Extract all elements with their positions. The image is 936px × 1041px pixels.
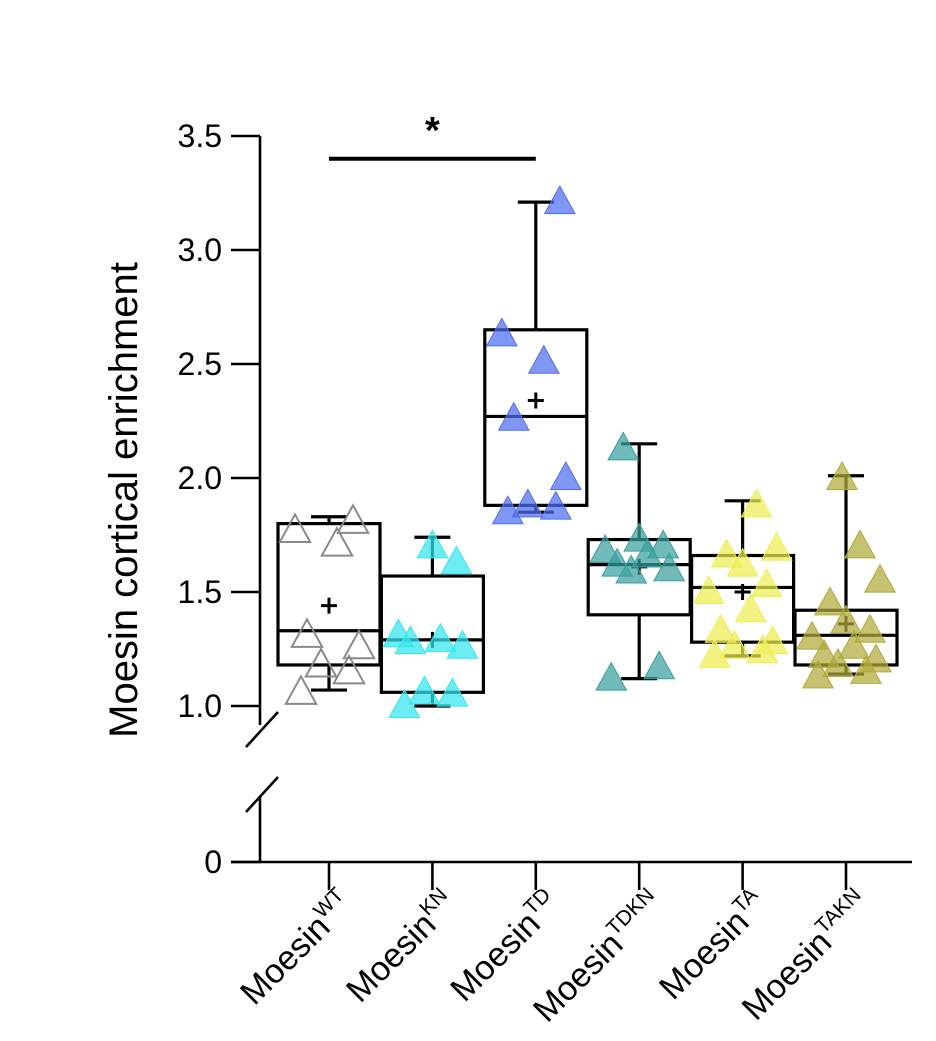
- y-tick-label: 1.0: [178, 688, 222, 724]
- data-point: [440, 545, 473, 575]
- data-point: [740, 488, 773, 518]
- y-tick-label: 3.0: [178, 232, 222, 268]
- data-point: [825, 460, 859, 491]
- data-point: [589, 533, 622, 563]
- data-point: [750, 568, 783, 598]
- y-ticks: 3.5 3.0 2.5 2.0 1.5 1.0 0: [178, 118, 260, 880]
- data-point: [527, 344, 560, 374]
- data-point: [382, 618, 415, 648]
- y-tick-label: 0: [204, 844, 222, 880]
- data-point: [710, 538, 743, 568]
- category-label-base: Moesin: [339, 905, 443, 1009]
- data-point: [837, 629, 871, 659]
- data-point: [647, 529, 680, 559]
- data-point: [416, 529, 449, 559]
- data-point: [539, 490, 572, 520]
- category-label-base: Moesin: [526, 925, 630, 1029]
- y-tick-label: 2.0: [178, 460, 222, 496]
- data-point: [863, 563, 897, 593]
- category-label-superscript: TDKN: [602, 883, 659, 940]
- data-point: [704, 613, 737, 643]
- axis-break-mark-lower: [245, 776, 279, 813]
- category-label-wt: MoesinWT: [232, 883, 361, 1012]
- data-point: [795, 620, 829, 650]
- mean-marker: [734, 584, 751, 600]
- data-point: [692, 574, 725, 605]
- data-point: [734, 593, 767, 623]
- data-point: [756, 625, 789, 655]
- data-point: [304, 646, 338, 678]
- data-point: [511, 488, 544, 518]
- data-point: [643, 650, 676, 680]
- data-point: [595, 661, 628, 691]
- category-label-base: Moesin: [735, 923, 839, 1027]
- category-label-base: Moesin: [443, 905, 547, 1009]
- significance-label: *: [425, 110, 440, 152]
- mean-marker: [527, 392, 544, 409]
- box-group-td: [483, 200, 589, 514]
- significance-annotations: *: [329, 110, 536, 161]
- data-point: [290, 617, 324, 648]
- data-point: [497, 401, 530, 431]
- data-point: [320, 526, 354, 557]
- category-label-base: Moesin: [652, 903, 756, 1007]
- data-point: [813, 586, 847, 616]
- y-tick-label: 3.5: [178, 118, 222, 154]
- boxes: [276, 200, 899, 708]
- y-tick-label: 2.5: [178, 346, 222, 382]
- y-axis: 3.5 3.0 2.5 2.0 1.5 1.0 0: [178, 118, 279, 880]
- data-point: [436, 677, 469, 707]
- data-point: [807, 638, 841, 668]
- data-point: [332, 653, 366, 685]
- category-labels: MoesinWTMoesinKNMoesinTDMoesinTDKNMoesin…: [232, 883, 866, 1029]
- data-point: [485, 317, 518, 347]
- data-point: [829, 604, 863, 634]
- data-point: [284, 674, 318, 705]
- data-point: [549, 460, 582, 491]
- data-point: [718, 629, 751, 659]
- data-point: [278, 512, 312, 543]
- category-label-base: Moesin: [233, 908, 337, 1012]
- data-point: [623, 522, 656, 552]
- data-point: [342, 628, 376, 660]
- data-point: [843, 529, 877, 559]
- x-ticks: [327, 862, 848, 890]
- y-axis-label: Moesin cortical enrichment: [102, 262, 146, 738]
- data-point: [336, 503, 370, 534]
- data-point: [607, 431, 640, 461]
- axis-break-mark-upper: [245, 711, 279, 748]
- data-points: [278, 185, 897, 719]
- data-point: [543, 185, 576, 215]
- data-point: [408, 675, 441, 705]
- category-label-kn: MoesinKN: [338, 883, 464, 1009]
- data-point: [760, 531, 793, 561]
- data-point: [853, 613, 887, 643]
- y-tick-label: 1.5: [178, 574, 222, 610]
- data-point: [424, 622, 457, 652]
- category-label-superscript: TAKN: [811, 883, 866, 938]
- mean-marker: [321, 597, 337, 614]
